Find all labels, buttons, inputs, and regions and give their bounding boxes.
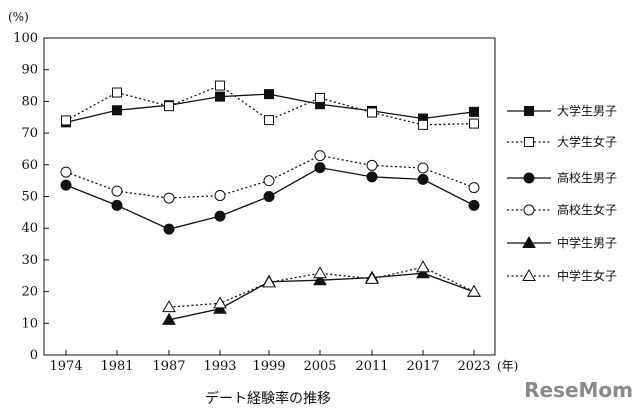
series-line: [65, 154, 475, 199]
y-axis: 0 10 20 30 40 50 60 70 80 90 100: [13, 31, 49, 363]
legend-label: 大学生男子: [557, 103, 617, 118]
data-point: [418, 119, 428, 130]
legend-marker: [524, 106, 534, 116]
data-point: [213, 296, 227, 309]
y-tick-label: 30: [21, 253, 38, 268]
data-point: [417, 162, 429, 174]
data-point: [467, 284, 481, 297]
y-unit-label: (%): [8, 10, 29, 24]
x-tick-label: 2017: [406, 359, 439, 374]
x-tick-label: 1974: [49, 359, 82, 374]
legend-marker: [523, 204, 535, 216]
x-unit-label: (年): [497, 359, 518, 373]
x-tick-label: 1993: [203, 359, 236, 374]
data-point: [366, 159, 378, 171]
data-point: [214, 190, 226, 202]
data-point: [262, 275, 276, 288]
data-point: [315, 92, 325, 103]
y-tick-label: 60: [21, 158, 38, 173]
y-tick-label: 40: [21, 221, 38, 236]
series-3: [60, 162, 480, 235]
legend-label: 高校生男子: [557, 170, 617, 185]
legend-marker: [522, 235, 536, 248]
data-point: [112, 105, 122, 116]
legend-marker: [523, 172, 535, 184]
x-axis: 1974 1981 1987 1993 1999 2005 2011 2017 2023: [49, 350, 491, 374]
series-4: [60, 150, 480, 204]
legend-label: 高校生女子: [557, 202, 617, 217]
y-tick-label: 80: [21, 94, 38, 109]
y-tick-label: 100: [13, 31, 38, 46]
legend-marker: [524, 137, 534, 147]
resemom-watermark: ReseMom: [524, 378, 633, 402]
x-tick-label: 1981: [100, 359, 133, 374]
data-point: [162, 312, 176, 325]
legend-label: 大学生女子: [557, 134, 617, 149]
legend-label: 中学生女子: [557, 268, 617, 283]
data-point: [314, 162, 326, 174]
data-point: [214, 210, 226, 222]
data-point: [416, 266, 430, 279]
data-point: [416, 260, 430, 273]
y-tick-label: 10: [21, 316, 38, 331]
series-layer: [60, 80, 481, 325]
series-6: [162, 260, 481, 313]
data-point: [163, 223, 175, 235]
data-point: [313, 266, 327, 279]
y-tick-label: 20: [21, 285, 38, 300]
data-point: [263, 175, 275, 187]
chart-caption: デート経験率の推移: [205, 390, 331, 407]
data-point: [164, 101, 174, 112]
data-point: [367, 107, 377, 118]
x-tick-label: 1987: [152, 359, 185, 374]
data-point: [313, 273, 327, 286]
x-tick-label: 2023: [457, 359, 490, 374]
data-point: [111, 185, 123, 197]
data-point: [469, 106, 479, 117]
data-point: [215, 91, 225, 102]
data-point: [264, 115, 274, 126]
data-point: [468, 182, 480, 194]
legend-label: 中学生男子: [557, 235, 617, 250]
x-tick-label: 2005: [303, 359, 336, 374]
data-point: [264, 89, 274, 100]
y-tick-label: 0: [30, 348, 38, 363]
x-tick-label: 2011: [355, 359, 388, 374]
data-point: [468, 199, 480, 211]
data-point: [263, 191, 275, 202]
data-point: [163, 192, 175, 204]
data-point: [60, 166, 72, 178]
data-point: [111, 199, 123, 211]
y-tick-label: 50: [21, 190, 38, 205]
data-point: [314, 150, 326, 162]
y-tick-label: 70: [21, 126, 38, 141]
y-tick-label: 90: [21, 63, 38, 78]
data-point: [60, 179, 72, 191]
data-point: [215, 80, 225, 91]
legend-marker: [522, 268, 536, 281]
data-point: [366, 171, 378, 183]
data-point: [365, 271, 379, 284]
series-2: [61, 80, 479, 130]
data-point: [162, 300, 176, 313]
data-point: [469, 118, 479, 129]
data-point: [417, 173, 429, 185]
data-point: [112, 87, 122, 98]
x-tick-label: 1999: [252, 359, 285, 374]
data-point: [61, 115, 71, 126]
